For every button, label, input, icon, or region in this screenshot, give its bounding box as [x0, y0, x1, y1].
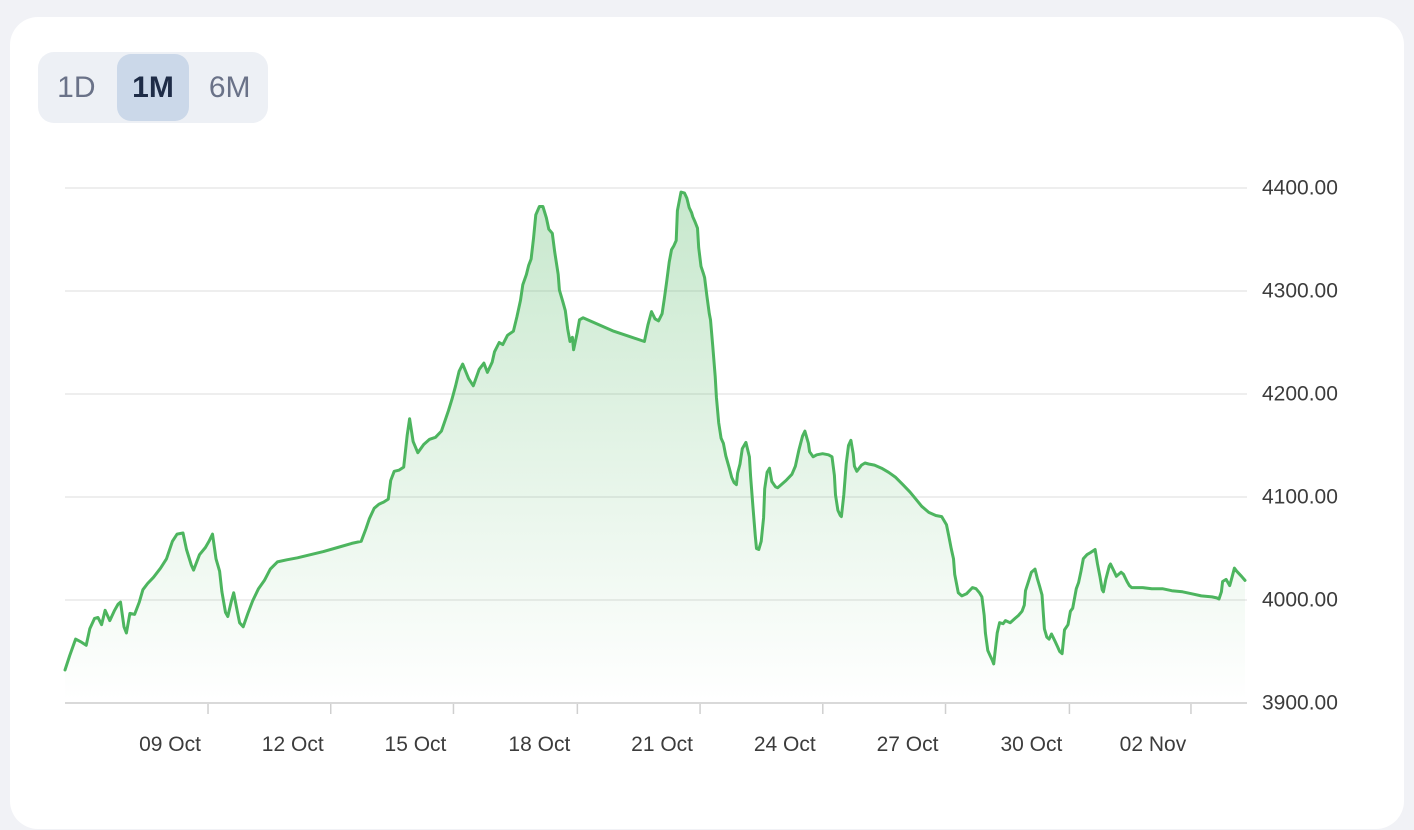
range-button-6m[interactable]: 6M [193, 54, 266, 121]
chart-card: 1D 1M 6M 4400.00 4300.00 4200.00 4100.00 400… [10, 17, 1404, 829]
x-axis-label: 30 Oct [1000, 733, 1062, 756]
y-axis-label: 4400.00 [1262, 177, 1338, 200]
price-line [63, 190, 1247, 672]
price-area-chart[interactable]: 4400.00 4300.00 4200.00 4100.00 4000.00 3900.… [10, 17, 1404, 829]
y-axis-label: 4300.00 [1262, 280, 1338, 303]
y-axis-label: 4000.00 [1262, 589, 1338, 612]
x-axis-label: 24 Oct [754, 733, 816, 756]
y-axis-label: 3900.00 [1262, 692, 1338, 715]
x-axis-label: 02 Nov [1120, 733, 1187, 756]
range-button-1m[interactable]: 1M [116, 54, 190, 121]
y-axis-label: 4100.00 [1262, 486, 1338, 509]
range-button-1d[interactable]: 1D [40, 54, 113, 121]
x-axis-label: 12 Oct [262, 733, 324, 756]
price-area-fill [65, 192, 1245, 703]
x-axis-label: 27 Oct [877, 733, 939, 756]
time-range-selector: 1D 1M 6M [38, 52, 268, 123]
x-axis-label: 09 Oct [139, 733, 201, 756]
x-axis-label: 18 Oct [508, 733, 570, 756]
x-axis-label: 15 Oct [385, 733, 447, 756]
x-axis-label: 21 Oct [631, 733, 693, 756]
y-axis-label: 4200.00 [1262, 383, 1338, 406]
